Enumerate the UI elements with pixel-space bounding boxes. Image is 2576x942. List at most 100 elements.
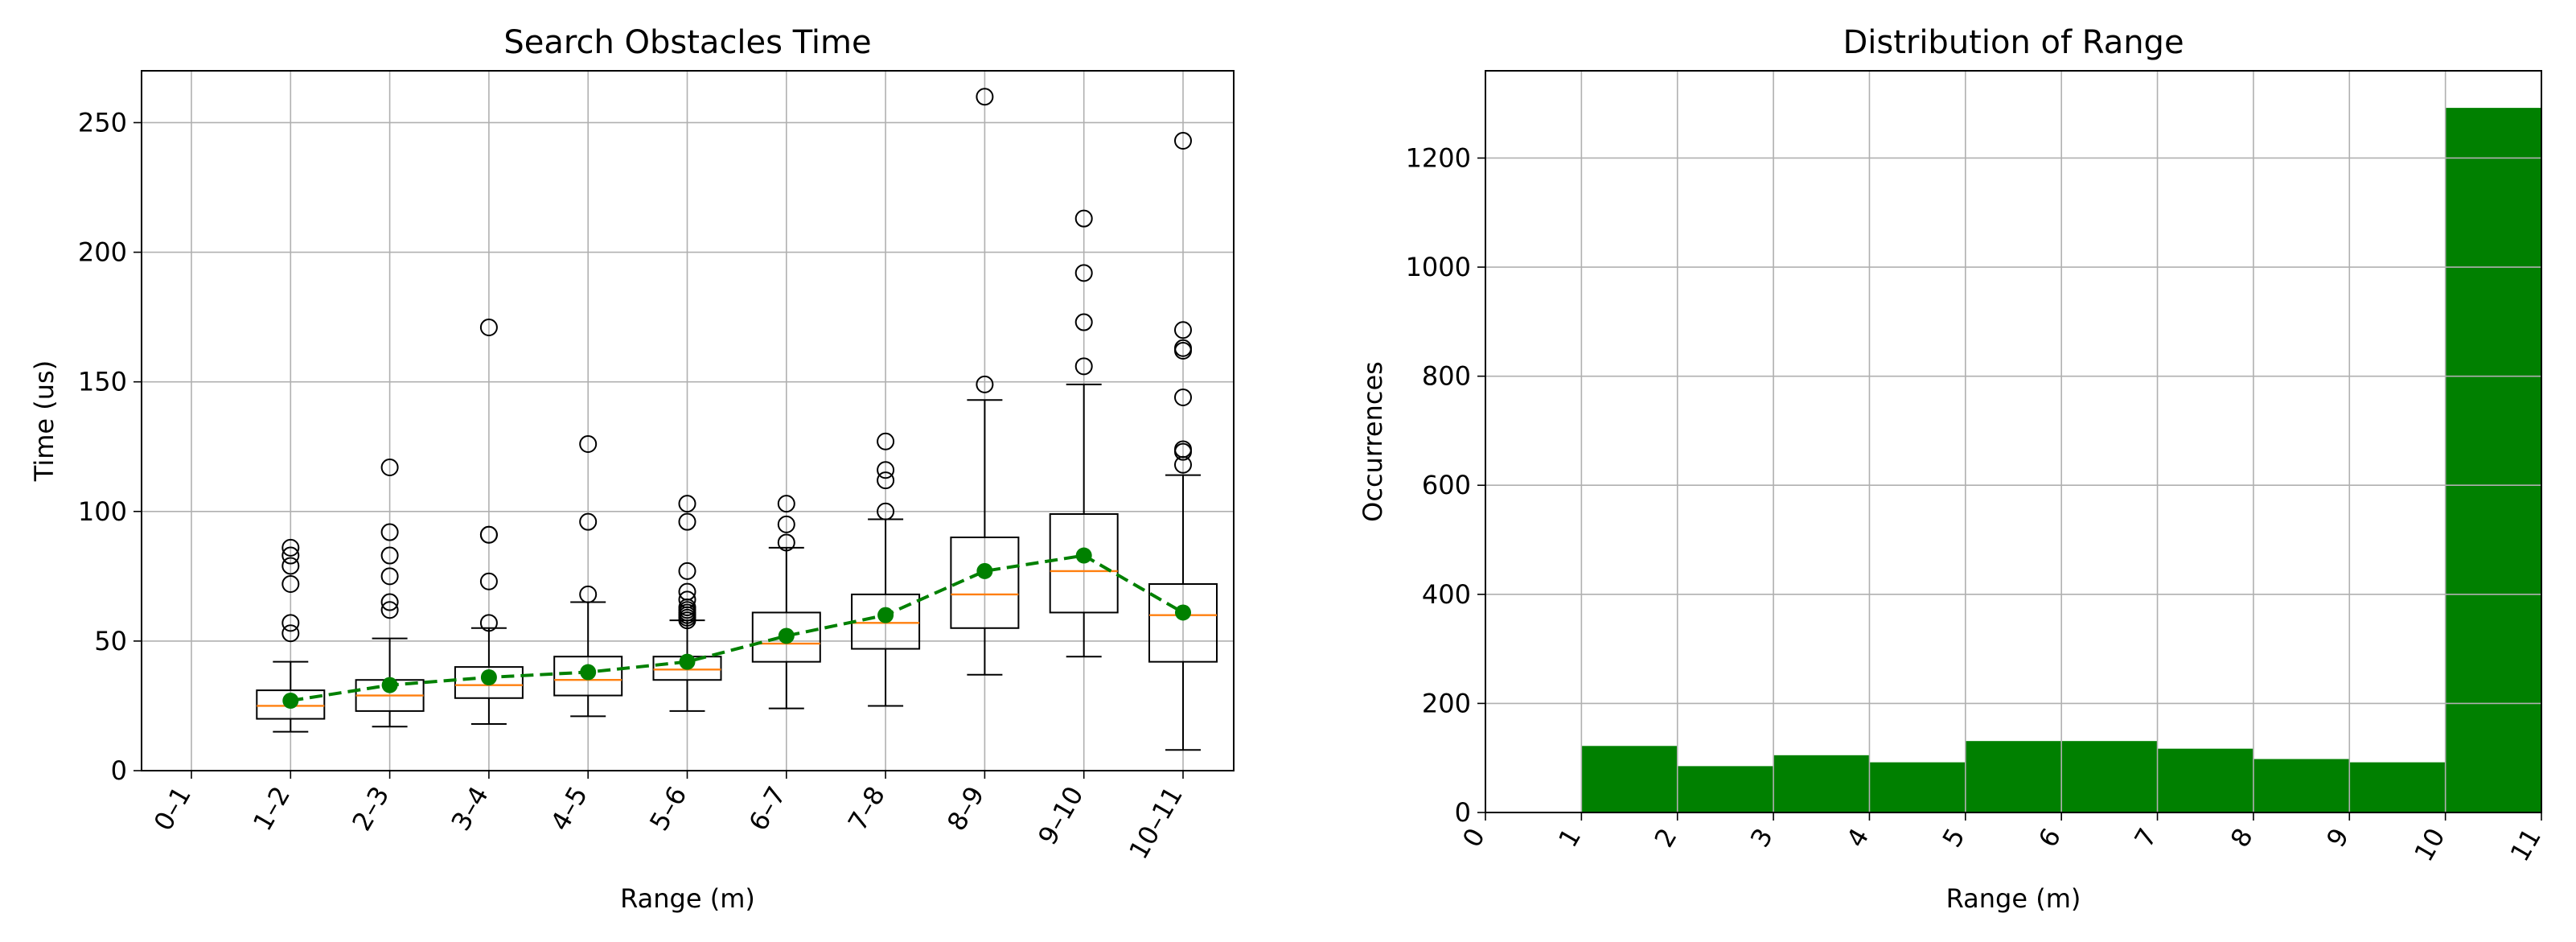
box-plot-mean-point: [580, 664, 597, 681]
box-plot-box-group: [950, 88, 1020, 676]
histogram-y-axis-label: Occurrences: [1358, 361, 1388, 522]
box-plot-flier: [678, 590, 696, 609]
box-plot-y-tick-label: 50: [94, 626, 127, 656]
box-plot-flier: [281, 546, 300, 565]
box-plot-flier: [976, 88, 994, 106]
box-plot-flier: [281, 557, 300, 575]
histogram-x-tick-label: 5: [1937, 823, 1971, 853]
box-plot-y-tick-label: 250: [78, 107, 127, 138]
box-plot-flier: [1074, 264, 1093, 282]
histogram-x-axis-label: Range (m): [1946, 883, 2081, 914]
box-plot-flier: [380, 601, 399, 619]
box-plot-y-tick-label: 0: [111, 755, 127, 786]
histogram-y-tick-label: 1000: [1406, 252, 1471, 282]
box-plot-flier: [877, 432, 895, 450]
box-plot-flier: [281, 614, 300, 632]
box-plot-mean-point: [778, 627, 795, 644]
box-plot-mean-line: [282, 547, 1191, 709]
histogram-bar: [1773, 755, 1870, 812]
box-plot-y-tick-label: 200: [78, 237, 127, 268]
box-plot-mean-point: [480, 669, 497, 685]
histogram-bar: [2061, 741, 2158, 812]
histogram-x-tick-label: 7: [2128, 823, 2163, 853]
box-plot-flier: [380, 546, 399, 565]
box-plot-flier: [1074, 313, 1093, 331]
box-plot-x-tick-label: 0–1: [148, 781, 197, 836]
histogram-y-tick-label: 400: [1422, 579, 1471, 610]
histogram-bars: [1581, 108, 2541, 813]
histogram-x-tick-label: 9: [2320, 823, 2355, 853]
box-plot-flier: [877, 502, 895, 520]
histogram-title: Distribution of Range: [1843, 24, 2184, 61]
box-plot-flier: [1074, 209, 1093, 228]
box-plot-box: [1049, 513, 1119, 614]
box-plot-y-tick-label: 100: [78, 496, 127, 527]
box-plot-x-tick-label: 8–9: [941, 781, 990, 836]
box-plot-x-axis-label: Range (m): [620, 883, 755, 914]
box-plot-mean-point: [1175, 604, 1191, 621]
histogram-grid: [1485, 71, 2542, 813]
histogram-bar: [2157, 748, 2253, 812]
histogram-y-tick-label: 200: [1422, 688, 1471, 718]
box-plot-flier: [777, 515, 795, 533]
box-plot-mean-point: [877, 607, 894, 623]
box-plot-flier: [777, 533, 795, 552]
box-plot-flier: [678, 512, 696, 531]
box-plot-flier: [1174, 321, 1192, 339]
box-plot-flier: [678, 561, 696, 580]
box-plot-flier: [281, 575, 300, 593]
box-plot-y-tick-label: 150: [78, 367, 127, 397]
box-plot-mean-point: [976, 562, 993, 579]
box-plot-flier: [579, 435, 598, 453]
box-plot-mean-point: [381, 677, 398, 693]
box-plot-flier: [1174, 440, 1192, 459]
histogram-y-tick-label: 800: [1422, 361, 1471, 392]
box-plot-title: Search Obstacles Time: [503, 24, 871, 61]
histogram-x-tick-label: 3: [1744, 823, 1779, 853]
histogram-x-tick-label: 4: [1840, 823, 1875, 853]
box-plot-box-group: [454, 319, 524, 725]
box-plot-x-tick-label: 3–4: [446, 781, 495, 836]
box-plot-flier: [380, 459, 399, 476]
histogram-x-tick-label: 10: [2408, 823, 2451, 866]
histogram-panel: 0 200 400 600 800 1000 1200 0 1 2 3 4 5 6 7 8 9 10 11 Dist…: [1358, 24, 2547, 914]
box-plot-flier: [877, 461, 895, 479]
box-plot-flier: [678, 582, 696, 601]
histogram-bar: [2253, 759, 2350, 812]
box-plot-flier: [380, 593, 399, 611]
box-plot-ticks: 0 50 100 150 200 250 0–1 1–2 2–3 3–4 4–5 5–6 6–7 7–8 8…: [78, 107, 1189, 864]
box-plot-flier: [1174, 339, 1192, 357]
box-plot-mean-point: [679, 653, 696, 670]
box-plot-x-tick-label: 2–3: [346, 781, 395, 836]
histogram-x-tick-label: 2: [1649, 823, 1683, 853]
box-plot-flier: [777, 495, 795, 513]
box-plot-x-tick-label: 5–6: [643, 781, 692, 836]
box-plot-box: [751, 611, 821, 663]
histogram-x-tick-label: 0: [1456, 823, 1491, 853]
box-plot-flier: [976, 375, 994, 393]
box-plot-x-tick-label: 10–11: [1123, 781, 1189, 864]
box-plot-box: [950, 537, 1020, 629]
histogram-y-tick-label: 600: [1422, 470, 1471, 500]
box-plot-flier: [678, 495, 696, 513]
histogram-bar: [1869, 762, 1966, 812]
histogram-y-tick-label: 1200: [1406, 142, 1471, 173]
box-plot-flier: [281, 624, 300, 643]
box-plot-mean-point: [282, 693, 299, 709]
box-plot-boxes: [256, 88, 1218, 751]
histogram-frame: [1485, 70, 2542, 813]
box-plot-flier: [479, 525, 498, 544]
histogram-x-tick-label: 8: [2225, 823, 2259, 853]
box-plot-flier: [281, 538, 300, 557]
box-plot-box-group: [751, 495, 821, 710]
box-plot-flier: [1074, 357, 1093, 376]
box-plot-flier: [579, 585, 598, 603]
box-plot-box-group: [1049, 209, 1119, 658]
box-plot-box-group: [553, 435, 623, 718]
histogram-bar: [1581, 746, 1678, 812]
box-plot-x-tick-label: 1–2: [247, 781, 296, 836]
histogram-x-tick-label: 6: [2032, 823, 2067, 853]
box-plot-x-tick-label: 4–5: [544, 781, 594, 836]
box-plot-x-tick-label: 9–10: [1032, 781, 1089, 850]
box-plot-box: [1148, 583, 1218, 663]
